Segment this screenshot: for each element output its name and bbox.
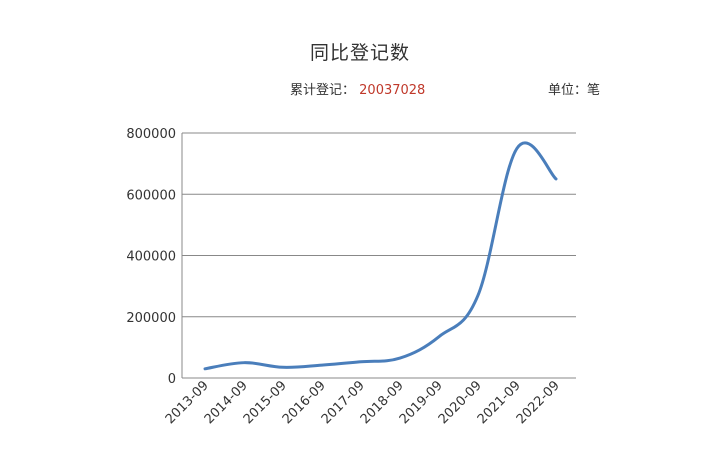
total-registrations: 累计登记： 20037028: [290, 79, 425, 98]
series-line: [203, 141, 558, 371]
chart-title: 同比登记数: [309, 42, 410, 64]
y-tick-label: 200000: [126, 311, 176, 326]
grid-layer: [182, 132, 576, 318]
axis-layer: [181, 133, 576, 379]
tick-label-layer: 02000004000006000008000002013-092014-092…: [126, 127, 562, 427]
unit-label: 单位：笔: [548, 83, 601, 98]
y-tick-label: 600000: [126, 188, 176, 203]
y-tick-label: 0: [168, 372, 176, 387]
y-tick-label: 400000: [126, 250, 176, 265]
total-value: 20037028: [359, 83, 426, 98]
y-tick-label: 800000: [126, 127, 176, 142]
total-label: 累计登记：: [290, 83, 356, 98]
series-layer: [203, 141, 558, 371]
x-tick-label: 2022-09: [514, 378, 563, 427]
